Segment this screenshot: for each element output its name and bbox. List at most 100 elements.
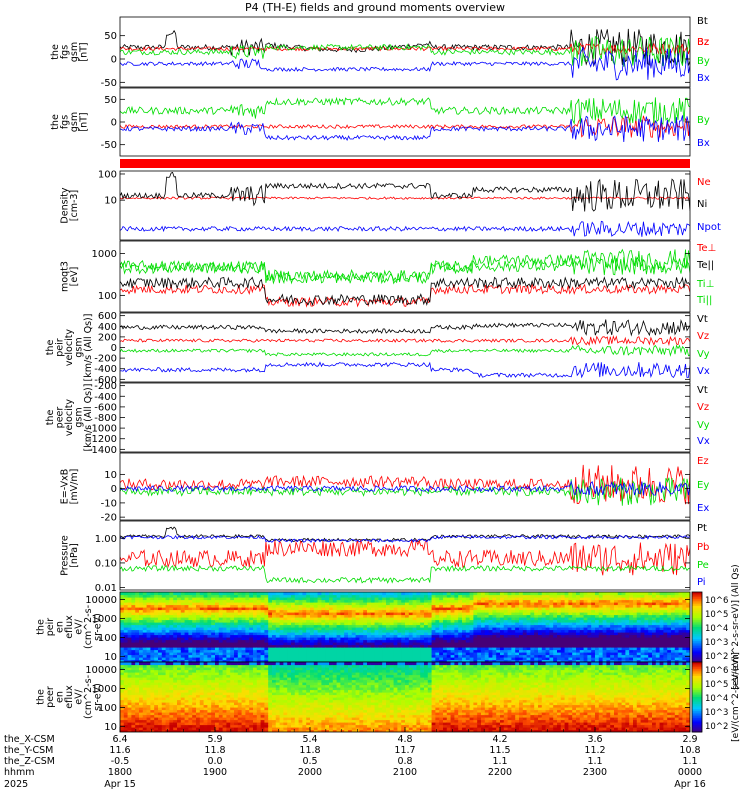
heatmap-cell <box>283 659 288 662</box>
series-line-Pt <box>120 526 690 543</box>
heatmap-cell <box>652 634 657 638</box>
heatmap-cell <box>348 599 353 603</box>
heatmap-cell <box>344 604 349 608</box>
heatmap-cell <box>298 639 303 643</box>
heatmap-cell <box>287 627 292 631</box>
heatmap-cell <box>294 614 300 618</box>
heatmap-cell <box>678 592 683 596</box>
heatmap-cell <box>154 709 159 713</box>
heatmap-cell <box>313 619 319 623</box>
heatmap-cell <box>382 619 387 623</box>
heatmap-cell <box>568 629 573 633</box>
heatmap-cell <box>443 597 448 601</box>
heatmap-cell <box>636 617 642 621</box>
heatmap-cell <box>564 619 569 623</box>
heatmap-cell <box>405 614 410 618</box>
heatmap-cell <box>241 614 246 618</box>
heatmap-cell <box>583 594 588 598</box>
heatmap-cell <box>165 597 170 601</box>
heatmap-cell <box>196 709 201 713</box>
heatmap-cell <box>211 614 216 618</box>
heatmap-cell <box>313 599 319 603</box>
heatmap-cell <box>450 612 455 616</box>
heatmap-cell <box>393 619 398 623</box>
heatmap-cell <box>325 624 330 628</box>
heatmap-cell <box>435 659 440 662</box>
heatmap-cell <box>207 594 212 598</box>
heatmap-cell <box>161 712 167 716</box>
heatmap-cell <box>222 629 227 633</box>
heatmap-cell <box>329 649 334 653</box>
y-axis-label: [km/s (All Qs)] <box>83 384 94 452</box>
heatmap-cell <box>439 607 444 611</box>
heatmap-cell <box>279 597 284 601</box>
heatmap-cell <box>640 652 645 656</box>
heatmap-cell <box>408 619 414 623</box>
heatmap-cell <box>142 592 148 596</box>
heatmap-cell <box>405 609 410 613</box>
heatmap-cell <box>199 669 205 673</box>
heatmap-cell <box>648 637 653 641</box>
heatmap-cell <box>188 699 193 703</box>
heatmap-cell <box>465 607 471 611</box>
heatmap-cell <box>545 619 550 623</box>
heatmap-cell <box>488 599 493 603</box>
heatmap-cell <box>294 609 300 613</box>
heatmap-cell <box>595 634 600 638</box>
heatmap-cell <box>279 614 284 618</box>
heatmap-cell <box>636 594 642 598</box>
heatmap-cell <box>272 607 277 611</box>
heatmap-cell <box>123 672 129 676</box>
heatmap-cell <box>291 652 296 656</box>
heatmap-cell <box>477 659 482 662</box>
heatmap-cell <box>549 642 554 646</box>
heatmap-cell <box>484 657 490 661</box>
heatmap-cell <box>298 619 303 623</box>
heatmap-cell <box>260 599 265 603</box>
heatmap-cell <box>583 617 588 621</box>
heatmap-cell <box>397 622 402 626</box>
heatmap-cell <box>507 607 512 611</box>
heatmap-cell <box>298 647 303 651</box>
heatmap-cell <box>678 629 683 633</box>
heatmap-cell <box>503 614 509 618</box>
heatmap-cell <box>401 599 406 603</box>
heatmap-cell <box>568 649 573 653</box>
heatmap-cell <box>287 657 292 661</box>
heatmap-cell <box>412 617 417 621</box>
heatmap-cell <box>184 689 189 693</box>
heatmap-cell <box>534 597 539 601</box>
heatmap-cell <box>534 609 539 613</box>
heatmap-cell <box>424 657 429 661</box>
heatmap-cell <box>682 619 687 623</box>
heatmap-cell <box>538 659 543 662</box>
heatmap-cell <box>473 652 478 656</box>
heatmap-cell <box>549 659 554 662</box>
heatmap-cell <box>177 647 182 651</box>
series-line-Vz <box>120 334 690 347</box>
heatmap-cell <box>606 659 611 662</box>
y-tick-label: -400 <box>94 392 117 403</box>
heatmap-cell <box>412 632 417 636</box>
heatmap-cell <box>515 597 520 601</box>
heatmap-cell <box>249 649 254 653</box>
heatmap-cell <box>549 604 554 608</box>
heatmap-cell <box>161 622 167 626</box>
heatmap-cell <box>230 619 235 623</box>
heatmap-cell <box>161 602 167 606</box>
heatmap-cell <box>131 702 136 706</box>
heatmap-cell <box>553 649 558 653</box>
heatmap-cell <box>515 637 520 641</box>
heatmap-cell <box>196 684 201 688</box>
heatmap-cell <box>169 692 174 696</box>
heatmap-cell <box>120 647 125 651</box>
heatmap-cell <box>431 649 436 653</box>
heatmap-cell <box>367 594 372 598</box>
heatmap-cell <box>424 592 429 596</box>
heatmap-cell <box>332 634 338 638</box>
heatmap-cell <box>120 632 125 636</box>
heatmap-cell <box>614 624 619 628</box>
heatmap-cell <box>158 687 163 691</box>
heatmap-cell <box>610 614 615 618</box>
